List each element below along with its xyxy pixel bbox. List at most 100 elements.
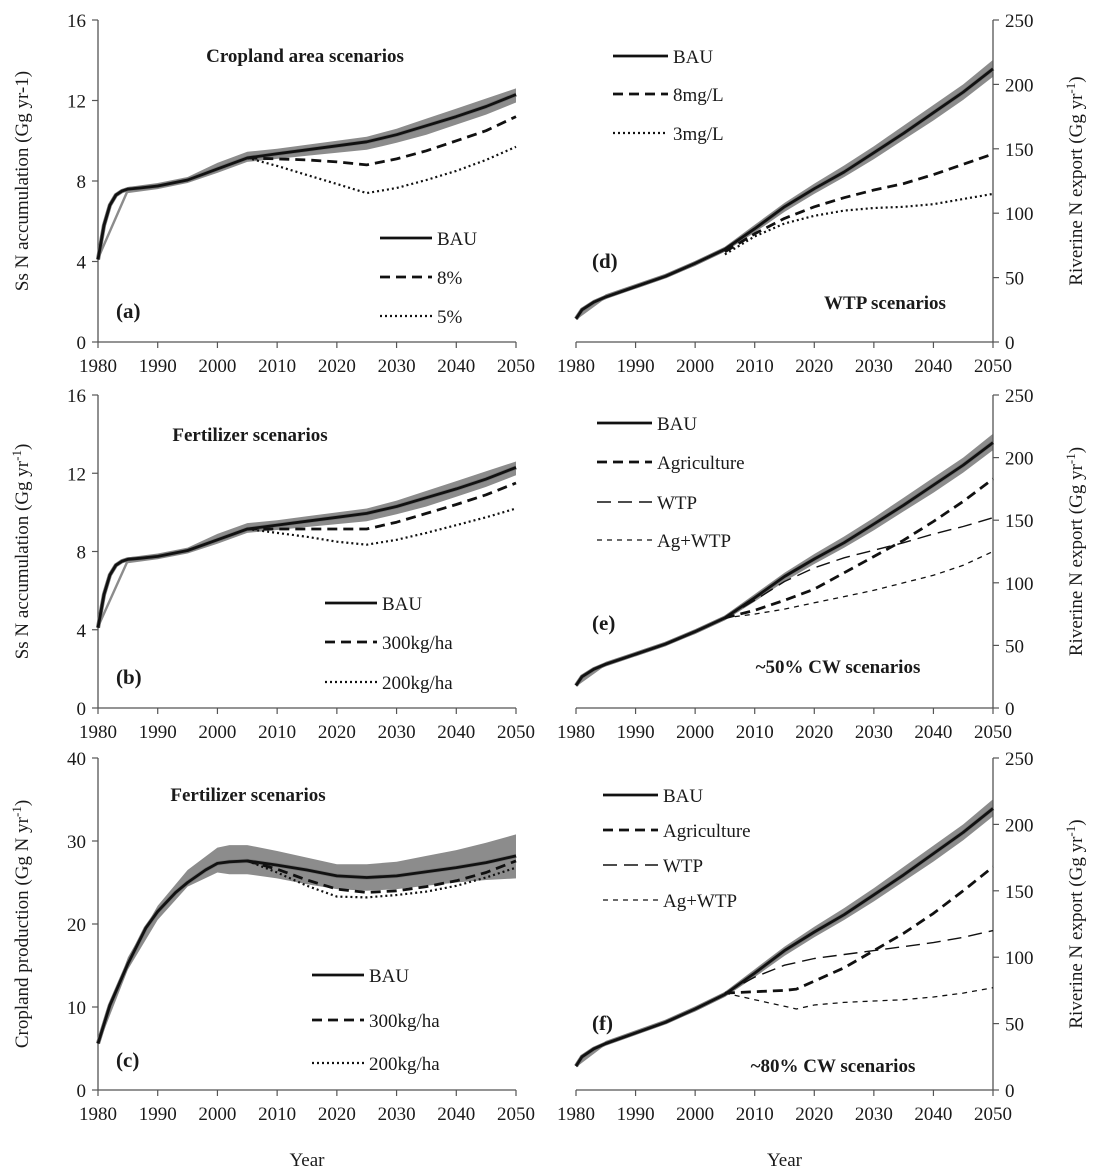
legend-label: 300kg/ha bbox=[369, 1011, 440, 1032]
legend-label: BAU bbox=[663, 786, 703, 807]
y-tick-label: 200 bbox=[1005, 449, 1034, 470]
y-tick-label: 16 bbox=[67, 11, 86, 32]
y-tick-label: 250 bbox=[1005, 749, 1034, 770]
y-axis-label: Riverine N export (Gg yr-1) bbox=[1063, 76, 1088, 285]
x-tick-label: 2030 bbox=[855, 722, 893, 743]
y-tick-label: 0 bbox=[1005, 333, 1015, 354]
legend-label: WTP bbox=[657, 493, 697, 514]
y-tick-label: 12 bbox=[67, 92, 86, 113]
series-line-300kg-ha bbox=[246, 859, 517, 894]
x-tick-label: 2000 bbox=[198, 722, 236, 743]
x-tick-label: 2000 bbox=[198, 1104, 236, 1125]
y-tick-label: 8 bbox=[77, 172, 87, 193]
series-line-8mg-l bbox=[724, 152, 994, 253]
uncertainty-band bbox=[576, 433, 993, 687]
series-line-ag-wtp bbox=[724, 987, 994, 1010]
x-tick-label: 2040 bbox=[437, 722, 475, 743]
legend-label: Agriculture bbox=[663, 821, 751, 842]
x-tick-label: 2030 bbox=[378, 722, 416, 743]
x-tick-label: 2030 bbox=[855, 1104, 893, 1125]
y-tick-label: 0 bbox=[1005, 1081, 1015, 1102]
x-axis-label: Year bbox=[767, 1150, 803, 1171]
x-tick-label: 1990 bbox=[139, 722, 177, 743]
chart-panel-b: 1980 1990 2000 2010 2020 2030 2040 2050 0 4 8 12 16 S… bbox=[9, 386, 536, 743]
y-tick-label: 8 bbox=[77, 543, 87, 564]
x-tick-label: 1980 bbox=[79, 722, 117, 743]
y-tick-label: 16 bbox=[67, 386, 86, 407]
x-tick-label: 2010 bbox=[258, 1104, 296, 1125]
y-tick-label: 0 bbox=[77, 1081, 87, 1102]
x-tick-label: 1990 bbox=[139, 356, 177, 377]
x-tick-label: 1980 bbox=[79, 356, 117, 377]
series-line-3mg-l bbox=[724, 192, 994, 256]
y-axis-label: Riverine N export (Gg yr-1) bbox=[1063, 447, 1088, 656]
y-tick-label: 40 bbox=[67, 749, 86, 770]
x-tick-label: 2000 bbox=[198, 356, 236, 377]
x-tick-label: 2010 bbox=[736, 1104, 774, 1125]
y-tick-label: 10 bbox=[67, 998, 86, 1019]
y-tick-label: 0 bbox=[77, 333, 87, 354]
uncertainty-band bbox=[576, 799, 993, 1068]
y-axis-label: Ss N accumulation (Gg yr-1) bbox=[9, 444, 34, 660]
y-tick-label: 100 bbox=[1005, 574, 1034, 595]
x-axis-label: Year bbox=[289, 1150, 325, 1171]
chart-title: WTP scenarios bbox=[824, 293, 946, 314]
y-tick-label: 100 bbox=[1005, 204, 1034, 225]
series-line-agriculture bbox=[724, 477, 994, 620]
series-line-halo bbox=[574, 67, 995, 320]
series-line-bau bbox=[96, 854, 517, 1044]
series-line-bau bbox=[574, 807, 994, 1067]
chart-title: Cropland area scenarios bbox=[206, 46, 404, 67]
series-line-halo bbox=[574, 440, 995, 687]
x-tick-label: 1980 bbox=[557, 722, 595, 743]
series-line-bau bbox=[96, 93, 517, 260]
series-line-wtp bbox=[724, 517, 994, 619]
y-tick-label: 4 bbox=[77, 621, 87, 642]
series-line-200kg-ha bbox=[247, 507, 517, 546]
x-tick-label: 2000 bbox=[676, 722, 714, 743]
x-tick-label: 1980 bbox=[557, 356, 595, 377]
y-tick-label: 12 bbox=[67, 464, 86, 485]
x-tick-label: 2000 bbox=[676, 356, 714, 377]
y-tick-label: 150 bbox=[1005, 511, 1034, 532]
legend-label: WTP bbox=[663, 856, 703, 877]
x-tick-label: 2020 bbox=[318, 356, 356, 377]
x-tick-label: 2010 bbox=[258, 356, 296, 377]
y-tick-label: 250 bbox=[1005, 386, 1034, 407]
y-tick-label: 150 bbox=[1005, 140, 1034, 161]
y-tick-label: 150 bbox=[1005, 882, 1034, 903]
series-line-bau bbox=[96, 466, 517, 629]
legend-label: 5% bbox=[437, 307, 463, 328]
x-tick-label: 2040 bbox=[914, 1104, 952, 1125]
legend-label: BAU bbox=[657, 414, 697, 435]
legend-label: 300kg/ha bbox=[382, 633, 453, 654]
series-line-bau bbox=[574, 441, 994, 687]
series-line-200kg-ha bbox=[246, 859, 517, 899]
y-axis-label: Riverine N export (Gg yr-1) bbox=[1063, 819, 1088, 1028]
x-tick-label: 2040 bbox=[914, 356, 952, 377]
x-tick-label: 1990 bbox=[617, 1104, 655, 1125]
x-tick-label: 2020 bbox=[795, 1104, 833, 1125]
x-tick-label: 2050 bbox=[974, 722, 1012, 743]
y-tick-label: 250 bbox=[1005, 11, 1034, 32]
y-tick-label: 200 bbox=[1005, 75, 1034, 96]
y-tick-label: 50 bbox=[1005, 269, 1024, 290]
x-tick-label: 2050 bbox=[497, 1104, 535, 1125]
x-tick-label: 1990 bbox=[617, 356, 655, 377]
x-tick-label: 2050 bbox=[974, 356, 1012, 377]
series-line-halo bbox=[574, 806, 995, 1068]
series-line-wtp bbox=[724, 929, 994, 994]
x-tick-label: 2050 bbox=[497, 356, 535, 377]
y-tick-label: 50 bbox=[1005, 1015, 1024, 1036]
legend-label: Ag+WTP bbox=[663, 891, 737, 912]
x-tick-label: 2030 bbox=[855, 356, 893, 377]
x-tick-label: 1990 bbox=[139, 1104, 177, 1125]
uncertainty-band bbox=[576, 59, 993, 321]
x-tick-label: 1990 bbox=[617, 722, 655, 743]
x-tick-label: 2020 bbox=[318, 722, 356, 743]
panel-label: (b) bbox=[116, 665, 142, 689]
